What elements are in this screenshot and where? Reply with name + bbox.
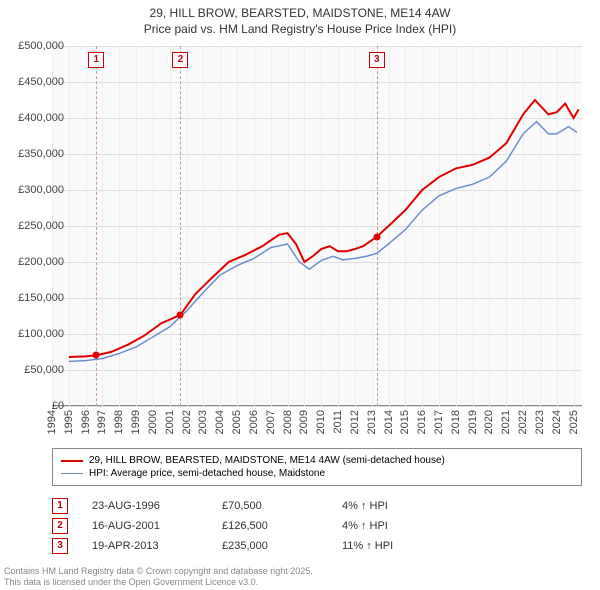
x-tick-label: 2014 xyxy=(383,410,395,434)
y-tick-label: £250,000 xyxy=(16,220,68,232)
sale-event-2: 2 16-AUG-2001 £126,500 4% ↑ HPI xyxy=(52,518,582,534)
sale-events: 1 23-AUG-1996 £70,500 4% ↑ HPI 2 16-AUG-… xyxy=(52,494,582,558)
sale-event-marker: 2 xyxy=(52,518,68,534)
x-tick-label: 1998 xyxy=(113,410,125,434)
y-tick-label: £100,000 xyxy=(16,328,68,340)
x-tick-label: 2024 xyxy=(551,410,563,434)
y-tick-label: £200,000 xyxy=(16,256,68,268)
x-tick-label: 2010 xyxy=(315,410,327,434)
sale-marker-box: 1 xyxy=(88,52,104,68)
x-tick-label: 2001 xyxy=(164,410,176,434)
x-tick-label: 2015 xyxy=(399,410,411,434)
x-tick-label: 2020 xyxy=(483,410,495,434)
sale-event-price: £126,500 xyxy=(222,520,342,532)
footer-line-2: This data is licensed under the Open Gov… xyxy=(4,577,313,588)
x-tick-label: 2002 xyxy=(181,410,193,434)
y-tick-label: £500,000 xyxy=(16,40,68,52)
legend-item-hpi: HPI: Average price, semi-detached house,… xyxy=(61,468,573,479)
sale-event-marker: 1 xyxy=(52,498,68,514)
x-tick-label: 2003 xyxy=(197,410,209,434)
sale-event-date: 23-AUG-1996 xyxy=(92,500,222,512)
chart-title: 29, HILL BROW, BEARSTED, MAIDSTONE, ME14… xyxy=(0,0,600,37)
sale-event-price: £235,000 xyxy=(222,540,342,552)
sale-event-1: 1 23-AUG-1996 £70,500 4% ↑ HPI xyxy=(52,498,582,514)
x-tick-label: 2004 xyxy=(214,410,226,434)
y-tick-label: £50,000 xyxy=(16,364,68,376)
x-tick-label: 1999 xyxy=(130,410,142,434)
x-tick-label: 2016 xyxy=(416,410,428,434)
x-tick-label: 1997 xyxy=(96,410,108,434)
legend: 29, HILL BROW, BEARSTED, MAIDSTONE, ME14… xyxy=(52,448,582,486)
series-hpi xyxy=(69,122,577,362)
y-tick-label: £350,000 xyxy=(16,148,68,160)
y-tick-label: £0 xyxy=(16,400,68,412)
legend-label-subject: 29, HILL BROW, BEARSTED, MAIDSTONE, ME14… xyxy=(89,455,445,466)
x-tick-label: 1995 xyxy=(63,410,75,434)
x-tick-label: 2012 xyxy=(349,410,361,434)
sale-event-marker: 3 xyxy=(52,538,68,554)
x-tick-label: 2017 xyxy=(433,410,445,434)
sale-event-date: 19-APR-2013 xyxy=(92,540,222,552)
x-tick-label: 1996 xyxy=(80,410,92,434)
footer-attribution: Contains HM Land Registry data © Crown c… xyxy=(4,566,313,589)
x-tick-label: 2007 xyxy=(265,410,277,434)
x-tick-label: 2005 xyxy=(231,410,243,434)
y-tick-label: £300,000 xyxy=(16,184,68,196)
x-tick-label: 2018 xyxy=(450,410,462,434)
sale-event-price: £70,500 xyxy=(222,500,342,512)
sale-event-change: 4% ↑ HPI xyxy=(342,500,452,512)
grid-h xyxy=(52,406,582,407)
sale-dot xyxy=(177,311,184,318)
plot-area: 1 2 3 xyxy=(52,46,582,406)
x-tick-label: 2025 xyxy=(568,410,580,434)
title-line-2: Price paid vs. HM Land Registry's House … xyxy=(0,22,600,38)
legend-swatch-hpi xyxy=(61,473,83,474)
legend-item-subject: 29, HILL BROW, BEARSTED, MAIDSTONE, ME14… xyxy=(61,455,573,466)
x-tick-label: 2006 xyxy=(248,410,260,434)
y-tick-label: £150,000 xyxy=(16,292,68,304)
sale-marker-box: 3 xyxy=(369,52,385,68)
x-tick-label: 2019 xyxy=(467,410,479,434)
sale-event-change: 4% ↑ HPI xyxy=(342,520,452,532)
x-tick-label: 2009 xyxy=(298,410,310,434)
sale-event-change: 11% ↑ HPI xyxy=(342,540,452,552)
legend-label-hpi: HPI: Average price, semi-detached house,… xyxy=(89,468,325,479)
x-tick-label: 2022 xyxy=(517,410,529,434)
x-tick-label: 1994 xyxy=(46,410,58,434)
sale-marker-box: 2 xyxy=(172,52,188,68)
sale-event-3: 3 19-APR-2013 £235,000 11% ↑ HPI xyxy=(52,538,582,554)
series-subject xyxy=(69,100,579,357)
y-tick-label: £400,000 xyxy=(16,112,68,124)
legend-swatch-subject xyxy=(61,460,83,462)
footer-line-1: Contains HM Land Registry data © Crown c… xyxy=(4,566,313,577)
x-tick-label: 2023 xyxy=(534,410,546,434)
sale-dot xyxy=(373,233,380,240)
y-tick-label: £450,000 xyxy=(16,76,68,88)
x-tick-label: 2011 xyxy=(332,410,344,434)
sale-dot xyxy=(93,352,100,359)
x-tick-label: 2000 xyxy=(147,410,159,434)
sale-event-date: 16-AUG-2001 xyxy=(92,520,222,532)
title-line-1: 29, HILL BROW, BEARSTED, MAIDSTONE, ME14… xyxy=(0,6,600,22)
line-series xyxy=(52,46,582,406)
x-tick-label: 2021 xyxy=(500,410,512,434)
x-tick-label: 2008 xyxy=(282,410,294,434)
x-tick-label: 2013 xyxy=(366,410,378,434)
chart-container: 29, HILL BROW, BEARSTED, MAIDSTONE, ME14… xyxy=(0,0,600,590)
